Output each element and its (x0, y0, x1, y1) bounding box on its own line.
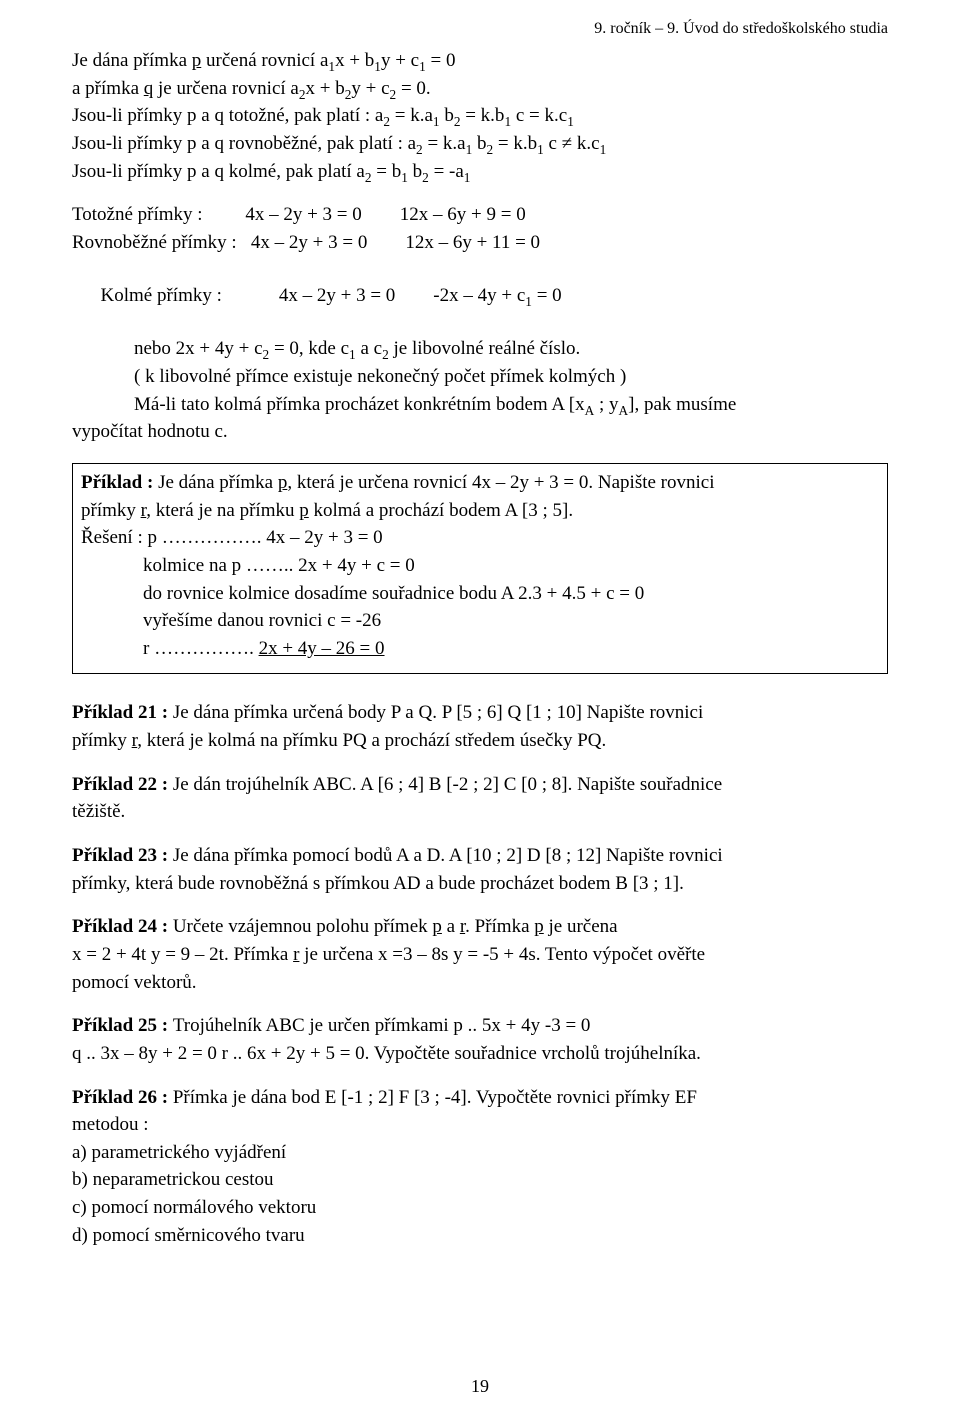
exercise-26: Příklad 26 : Přímka je dána bod E [-1 ; … (72, 1085, 888, 1249)
intro-line-5: Jsou-li přímky p a q kolmé, pak platí a2… (72, 159, 888, 185)
example-line-3: Řešení : p ……………. 4x – 2y + 3 = 0 (81, 525, 879, 551)
example-line-7: r ……………. 2x + 4y – 26 = 0 (81, 636, 879, 662)
symbol-p: p (192, 50, 202, 71)
example-box: Příklad : Je dána přímka p, která je urč… (72, 463, 888, 674)
example-line-1: Příklad : Je dána přímka p, která je urč… (81, 470, 879, 496)
types-line-5: ( k libovolné přímce existuje nekonečný … (72, 364, 888, 390)
exercise-25-title: Příklad 25 : (72, 1015, 173, 1036)
types-line-6: Má-li tato kolmá přímka procházet konkré… (72, 392, 888, 418)
intro-line-3: Jsou-li přímky p a q totožné, pak platí … (72, 103, 888, 129)
exercise-22: Příklad 22 : Je dán trojúhelník ABC. A [… (72, 772, 888, 825)
types-line-1: Totožné přímky : 4x – 2y + 3 = 0 12x – 6… (72, 202, 888, 228)
document-page: 9. ročník – 9. Úvod do středoškolského s… (0, 0, 960, 1415)
intro-line-4: Jsou-li přímky p a q rovnoběžné, pak pla… (72, 131, 888, 157)
exercise-26-title: Příklad 26 : (72, 1087, 173, 1108)
exercise-26-b: b) neparametrickou cestou (72, 1167, 888, 1193)
example-line-6: vyřešíme danou rovnici c = -26 (81, 608, 879, 634)
page-header: 9. ročník – 9. Úvod do středoškolského s… (72, 20, 888, 38)
exercise-26-d: d) pomocí směrnicového tvaru (72, 1223, 888, 1249)
exercise-24: Příklad 24 : Určete vzájemnou polohu pří… (72, 914, 888, 995)
types-line-7: vypočítat hodnotu c. (72, 419, 888, 445)
intro-block: Je dána přímka p určená rovnicí a1x + b1… (72, 48, 888, 184)
example-line-5: do rovnice kolmice dosadíme souřadnice b… (81, 581, 879, 607)
exercise-21-title: Příklad 21 : (72, 702, 173, 723)
symbol-q: q (144, 78, 154, 99)
page-number: 19 (0, 1376, 960, 1397)
exercise-21: Příklad 21 : Je dána přímka určená body … (72, 700, 888, 753)
intro-line-2: a přímka q je určena rovnicí a2x + b2y +… (72, 76, 888, 102)
exercise-25: Příklad 25 : Trojúhelník ABC je určen př… (72, 1013, 888, 1066)
types-line-4: nebo 2x + 4y + c2 = 0, kde c1 a c2 je li… (72, 336, 888, 362)
exercise-23-title: Příklad 23 : (72, 845, 173, 866)
types-line-3: Kolmé přímky : 4x – 2y + 3 = 0 -2x – 4y … (72, 257, 888, 334)
exercise-26-a: a) parametrického vyjádření (72, 1140, 888, 1166)
exercise-23: Příklad 23 : Je dána přímka pomocí bodů … (72, 843, 888, 896)
exercise-24-title: Příklad 24 : (72, 916, 173, 937)
types-line-2: Rovnoběžné přímky : 4x – 2y + 3 = 0 12x … (72, 230, 888, 256)
example-line-4: kolmice na p …….. 2x + 4y + c = 0 (81, 553, 879, 579)
example-line-2: přímky r, která je na přímku p kolmá a p… (81, 498, 879, 524)
exercise-26-c: c) pomocí normálového vektoru (72, 1195, 888, 1221)
types-block: Totožné přímky : 4x – 2y + 3 = 0 12x – 6… (72, 202, 888, 445)
exercise-22-title: Příklad 22 : (72, 774, 173, 795)
intro-line-1: Je dána přímka p určená rovnicí a1x + b1… (72, 48, 888, 74)
